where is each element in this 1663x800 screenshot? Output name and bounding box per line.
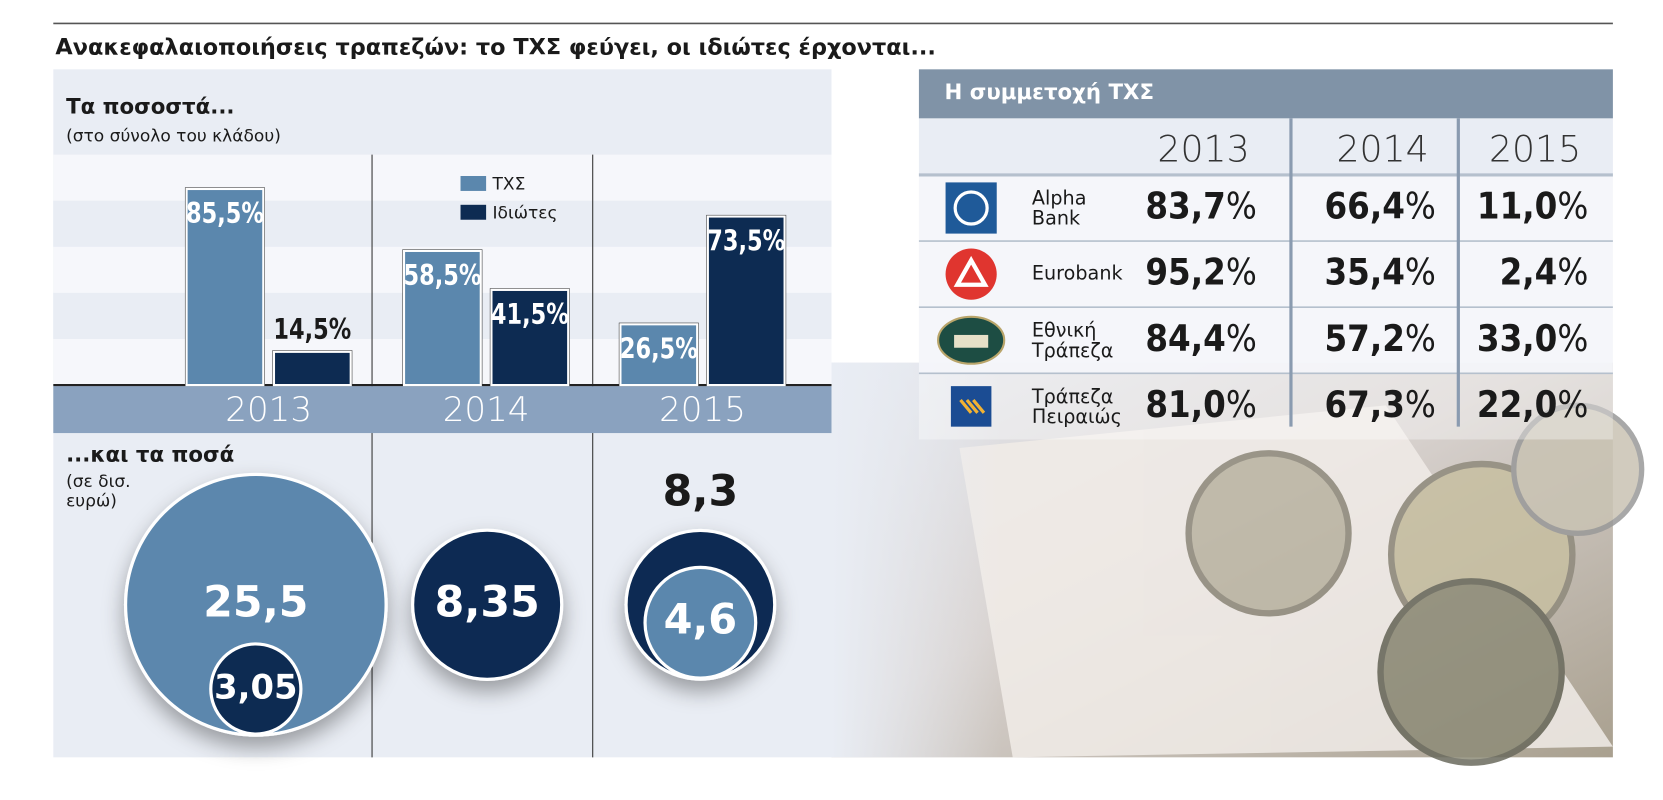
column-header: 2014 [1337, 127, 1429, 170]
page-title: Ανακεφαλαιοποιήσεις τραπεζών: το ΤΧΣ φεύ… [55, 34, 935, 60]
bubble [643, 565, 758, 680]
cell-value: 22,0% [1477, 384, 1588, 426]
bar [272, 350, 352, 387]
cell-value: 95,2% [1145, 252, 1256, 294]
bar [490, 288, 570, 387]
legend-swatch [460, 176, 487, 191]
bubble-group: 3,05 25,5 [123, 472, 388, 737]
logo [945, 182, 997, 234]
table-column-header [918, 118, 1613, 175]
bubble-group: 8,35 [411, 528, 564, 681]
stripe [53, 200, 832, 247]
bank-name: Alpha Bank [1032, 186, 1087, 229]
bubble-subtitle: (σε δισ. ευρώ) [66, 472, 130, 511]
cell-value: 35,4% [1324, 252, 1435, 294]
legend-label: ΤΧΣ [492, 175, 526, 195]
legend-swatch [460, 204, 487, 220]
cell-value: 57,2% [1324, 318, 1435, 360]
logo [953, 255, 989, 287]
bank-name: Eurobank [1032, 262, 1124, 285]
logo [959, 398, 986, 414]
x-tick-label: 2013 [225, 390, 312, 430]
photo-fade [831, 362, 1003, 758]
data-label: 26,5% [620, 333, 698, 366]
cell-value: 67,3% [1324, 384, 1435, 426]
table-row [918, 174, 1613, 242]
table-row [918, 241, 1613, 308]
cell-value: 2,4% [1500, 252, 1589, 294]
bar [185, 187, 265, 387]
data-label: 14,5% [273, 313, 351, 346]
year-band [53, 386, 832, 434]
bar [619, 323, 699, 387]
bubble-group: 4,6 8,3 [624, 467, 777, 681]
bar [706, 215, 786, 387]
cell-value: 33,0% [1477, 318, 1588, 360]
data-label: 25,5 [203, 577, 308, 627]
table-row [918, 373, 1613, 440]
cell-value: 84,4% [1145, 318, 1256, 360]
table-header-bar [918, 69, 1613, 119]
table-title: Η συμμετοχή ΤΧΣ [944, 80, 1154, 105]
stripe [53, 154, 832, 201]
column-header: 2013 [1157, 127, 1249, 170]
data-label: 8,3 [663, 467, 739, 517]
table-row [918, 307, 1613, 374]
legend-label: Ιδιώτες [493, 203, 558, 223]
bubble-title: ...και τα ποσά [66, 442, 234, 467]
photo-decor [959, 402, 1645, 766]
bank-name: Εθνική Τράπεζα [1031, 318, 1114, 361]
cell-value: 11,0% [1477, 185, 1588, 227]
bar [402, 249, 482, 387]
x-tick-label: 2014 [443, 390, 530, 430]
data-label: 58,5% [403, 259, 481, 292]
data-label: 3,05 [214, 667, 297, 706]
logo [954, 334, 989, 348]
data-label: 73,5% [707, 225, 785, 258]
bubble [209, 642, 303, 736]
cell-value: 83,7% [1145, 185, 1256, 227]
bank-name: Τράπεζα Πειραιώς [1031, 384, 1122, 427]
data-label: 8,35 [435, 577, 540, 627]
cell-value: 81,0% [1145, 384, 1256, 426]
data-label: 4,6 [664, 595, 738, 644]
bar-title: Τα ποσοστά... [66, 95, 234, 120]
x-tick-label: 2015 [659, 390, 746, 430]
bar-subtitle: (στο σύνολο του κλάδου) [66, 127, 281, 147]
logo [953, 190, 989, 226]
cell-value: 66,4% [1324, 185, 1435, 227]
data-label: 41,5% [491, 298, 569, 331]
column-header: 2015 [1489, 127, 1581, 170]
data-label: 85,5% [186, 197, 264, 230]
bubble [411, 528, 564, 681]
